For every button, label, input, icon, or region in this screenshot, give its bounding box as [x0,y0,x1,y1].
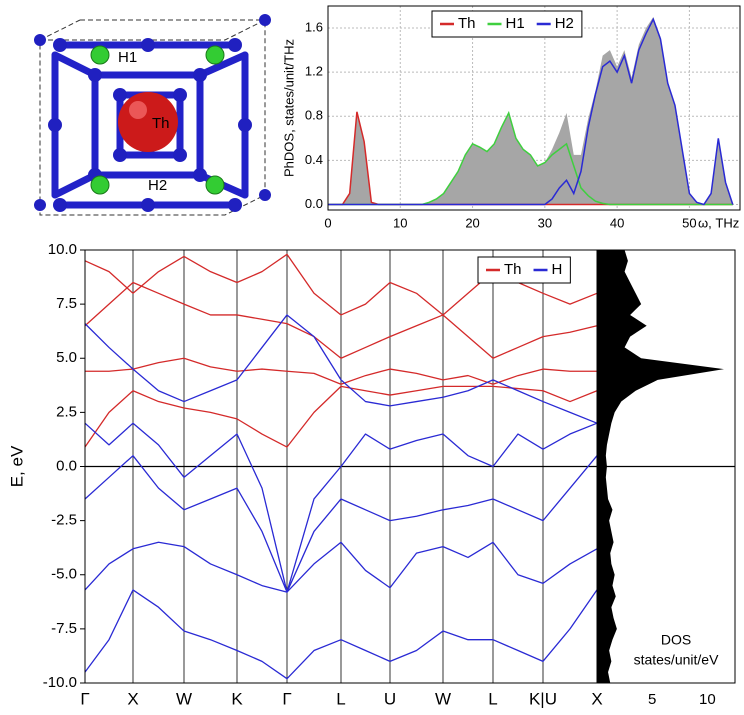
x-tick-label: X [127,689,138,708]
legend-label: H2 [555,15,574,32]
thorium-highlight [129,101,147,119]
y-tick-label: 0.8 [305,108,323,123]
dos-area [597,250,724,683]
x-tick-label: X [591,689,602,708]
legend-box [431,10,583,38]
y-tick-label: 10.0 [48,241,77,258]
band [84,281,598,359]
plot-frame [327,5,741,211]
legend-label: H [552,261,563,278]
y-tick-label: 0.4 [305,152,323,167]
line [328,17,734,206]
y-tick-label: 0.0 [305,196,323,211]
y-tick-label: 7.5 [56,295,77,312]
band [84,541,598,593]
x-tick-label: 30 [538,215,552,230]
x-tick-label: 5 [648,691,656,708]
band [84,385,598,448]
y-tick-label: -7.5 [51,620,77,637]
y-tick-label: -10.0 [43,674,77,691]
band [84,455,598,593]
hydrogen-atoms [34,14,271,212]
atom-label: H1 [118,49,137,66]
x-tick-label: Γ [80,689,89,708]
band [84,422,598,593]
x-tick-label: W [435,689,451,708]
x-tick-label: 10 [393,215,407,230]
x-tick-label: K|U [529,689,557,708]
x-tick-label: 20 [465,215,479,230]
h-sites [90,45,225,195]
atom-label: Th [152,115,170,132]
area [328,17,733,205]
y-tick-label: 1.6 [305,19,323,34]
x-axis-label: states/unit/eV [634,652,719,668]
x-tick-label: K [231,689,243,708]
band [84,589,598,680]
unit-cell-edge [39,19,81,41]
band [84,314,598,424]
legend-label: Th [458,15,476,32]
x-tick-label: W [176,689,192,708]
x-axis-label: DOS [661,632,691,648]
y-axis-label: E, eV [7,445,26,487]
x-tick-label: Γ [282,689,291,708]
y-tick-label: 0.0 [56,457,77,474]
x-tick-label: 10 [699,691,716,708]
y-tick-label: 5.0 [56,349,77,366]
y-tick-label: 2.5 [56,403,77,420]
x-tick-label: 50 [682,215,696,230]
atom-label: H2 [148,177,167,194]
y-tick-label: -2.5 [51,512,77,529]
crystal-structure: H1 Th H2 [34,14,271,216]
x-tick-label: L [336,689,345,708]
y-tick-label: -5.0 [51,566,77,583]
x-tick-label: L [488,689,497,708]
plot-frame [596,249,736,684]
x-axis-label: ω, THz [698,215,739,230]
y-tick-label: 1.2 [305,64,323,79]
x-tick-label: U [384,689,396,708]
legend-label: H1 [506,15,525,32]
legend-label: Th [504,261,522,278]
y-axis-label: PhDOS, states/unit/THz [281,39,296,177]
x-tick-label: 0 [324,215,331,230]
x-tick-label: 40 [610,215,624,230]
band [85,357,597,385]
